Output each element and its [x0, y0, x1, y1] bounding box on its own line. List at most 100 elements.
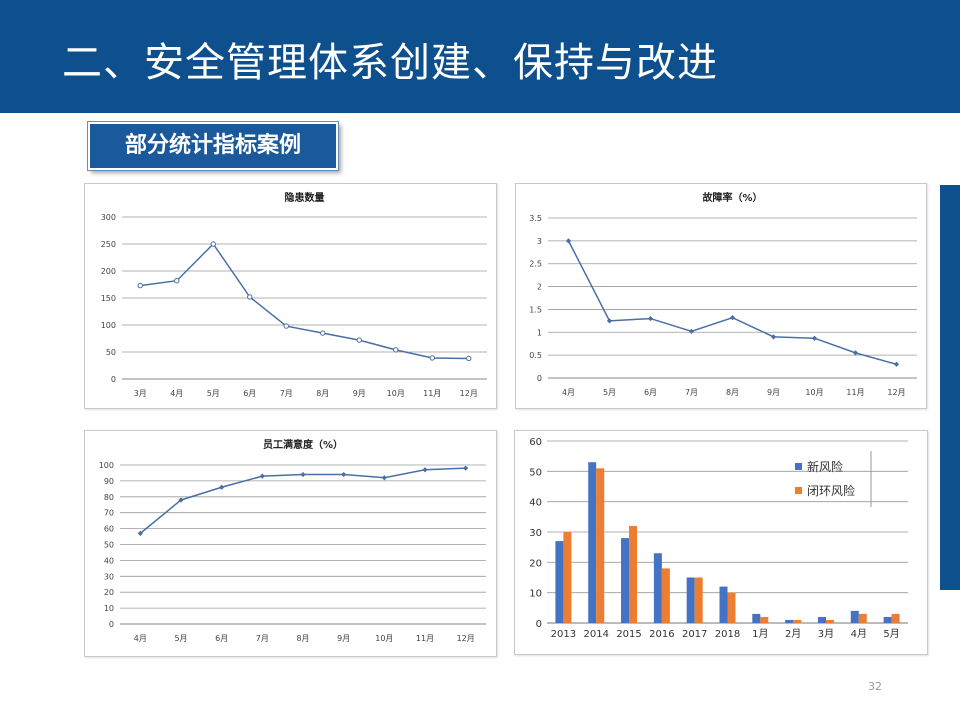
bar-closed-risk: [760, 616, 769, 623]
page-title: 二、安全管理体系创建、保持与改进: [62, 40, 718, 86]
data-point: [247, 294, 253, 300]
y-tick-label: 10: [104, 604, 114, 613]
data-point: [210, 241, 216, 247]
legend-swatch: [795, 487, 802, 494]
data-point: [219, 484, 225, 490]
section-badge: 部分统计指标案例: [87, 121, 339, 171]
y-tick-label: 70: [104, 509, 114, 518]
data-point: [606, 318, 613, 324]
data-point: [429, 355, 435, 361]
series-line: [140, 242, 469, 360]
x-tick-label: 12月: [887, 388, 905, 397]
bar-new-risk: [653, 553, 662, 623]
y-tick-label: 2.5: [529, 260, 542, 269]
y-tick-label: 3: [537, 237, 542, 246]
data-point: [283, 323, 289, 329]
x-tick-label: 3月: [818, 628, 834, 640]
data-point: [729, 315, 736, 321]
bar-closed-risk: [858, 613, 867, 623]
bar-new-risk: [883, 616, 892, 623]
x-tick-label: 5月: [207, 389, 220, 398]
x-tick-label: 8月: [726, 388, 739, 397]
employee-satisfaction-line-chart: 员工满意度（%） 0 10 20 30 40 50 60 70 80 90 100 4月 5月 6月 7月 8月…: [99, 438, 486, 643]
x-tick-label: 2月: [785, 628, 801, 640]
y-tick-label: 0: [537, 374, 542, 383]
x-tick-label: 6月: [215, 634, 228, 643]
data-point: [463, 465, 469, 471]
x-tick-label: 12月: [460, 389, 478, 398]
x-tick-label: 6月: [644, 388, 657, 397]
data-point: [137, 282, 143, 289]
data-point: [770, 334, 777, 340]
y-tick-label: 1.5: [529, 305, 542, 314]
bar-closed-risk: [891, 613, 900, 623]
title-bar: 二、安全管理体系创建、保持与改进: [0, 0, 960, 113]
y-tick-label: 90: [104, 477, 114, 486]
y-tick-label: 250: [101, 240, 116, 249]
data-point: [688, 328, 695, 334]
x-tick-label: 2016: [649, 629, 674, 640]
bar-closed-risk: [793, 619, 802, 623]
x-tick-label: 7月: [256, 634, 269, 643]
bar-new-risk: [785, 619, 794, 623]
y-tick-label: 150: [101, 294, 116, 303]
x-tick-label: 2017: [682, 629, 707, 640]
x-tick-label: 3月: [134, 389, 147, 398]
chart-failure-rate: 故障率（%） 0 0.5 1 1.5 2 2.5 3 3.5 4月 5月 6月 7月 8月 9月 10月 11月…: [515, 183, 927, 409]
data-point: [811, 335, 818, 341]
bar-new-risk: [752, 613, 761, 623]
chart-title: 员工满意度（%）: [263, 438, 343, 451]
bar-new-risk: [555, 541, 564, 623]
x-tick-label: 11月: [416, 634, 434, 643]
x-tick-label: 11月: [423, 389, 441, 398]
y-tick-label: 50: [106, 348, 116, 357]
bar-closed-risk: [694, 577, 703, 623]
x-tick-label: 2018: [715, 629, 740, 640]
y-tick-label: 30: [104, 572, 114, 581]
data-point: [466, 355, 472, 362]
legend-swatch: [795, 463, 802, 470]
legend-label: 新风险: [807, 459, 843, 474]
x-tick-label: 8月: [296, 634, 309, 643]
x-tick-label: 4月: [851, 628, 867, 640]
bar-new-risk: [817, 616, 826, 623]
failure-rate-line-chart: 故障率（%） 0 0.5 1 1.5 2 2.5 3 3.5 4月 5月 6月 7月 8月 9月 10月 11月…: [529, 191, 917, 397]
x-tick-label: 11月: [846, 388, 864, 397]
x-tick-label: 10月: [805, 388, 823, 397]
x-tick-label: 2014: [584, 629, 609, 640]
y-tick-label: 1: [537, 328, 542, 337]
x-tick-label: 2013: [551, 629, 576, 640]
data-point: [174, 278, 180, 284]
y-tick-label: 60: [104, 525, 114, 534]
chart-hidden-danger-count: 隐患数量 0 50 100 150 200 250 300 3月 4月 5月 6月 7月 8月 9月 10月 1…: [84, 183, 497, 409]
data-point: [565, 238, 572, 244]
data-point: [893, 361, 900, 367]
x-tick-label: 10月: [387, 389, 405, 398]
y-tick-label: 0: [536, 619, 542, 630]
bar-new-risk: [719, 586, 728, 623]
data-point: [259, 473, 265, 479]
chart-employee-satisfaction: 员工满意度（%） 0 10 20 30 40 50 60 70 80 90 100 4月 5月 6月 7月 8月…: [84, 430, 497, 657]
x-tick-label: 9月: [337, 634, 350, 643]
x-tick-label: 4月: [134, 634, 147, 643]
data-point: [300, 471, 306, 478]
bar-closed-risk: [661, 568, 670, 623]
bar-new-risk: [686, 577, 695, 623]
data-point: [341, 471, 347, 478]
y-tick-label: 100: [101, 321, 116, 330]
page-number: 32: [868, 680, 882, 693]
data-point: [647, 315, 654, 322]
x-tick-label: 9月: [353, 389, 366, 398]
bar-closed-risk: [727, 592, 736, 623]
y-tick-label: 10: [529, 589, 542, 600]
x-tick-label: 5月: [174, 634, 187, 643]
bar-closed-risk: [596, 468, 605, 623]
bar-new-risk: [621, 538, 630, 623]
y-tick-label: 60: [529, 437, 542, 448]
y-tick-label: 0.5: [529, 351, 542, 360]
y-tick-label: 0: [111, 375, 116, 384]
y-tick-label: 20: [529, 558, 542, 569]
y-tick-label: 100: [99, 461, 114, 470]
y-tick-label: 3.5: [529, 214, 542, 223]
y-tick-label: 20: [104, 588, 114, 597]
